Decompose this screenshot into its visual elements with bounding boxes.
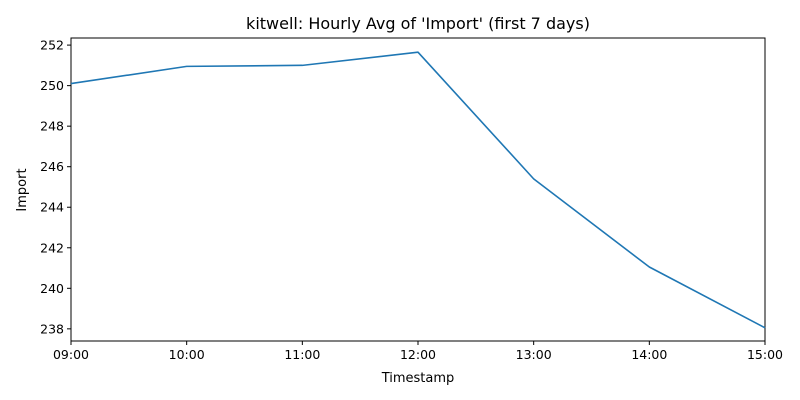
y-tick-label: 248 xyxy=(40,119,64,134)
chart-title: kitwell: Hourly Avg of 'Import' (first 7… xyxy=(246,14,590,33)
x-tick-label: 13:00 xyxy=(516,347,552,362)
x-tick-label: 10:00 xyxy=(169,347,205,362)
y-tick-label: 246 xyxy=(40,159,64,174)
plot-frame xyxy=(70,37,766,342)
y-tick-label: 242 xyxy=(40,240,64,255)
x-axis-title: Timestamp xyxy=(381,371,455,386)
x-tick-label: 12:00 xyxy=(400,347,436,362)
y-tick-label: 240 xyxy=(40,281,64,296)
y-tick-label: 250 xyxy=(40,78,64,93)
y-tick-label: 238 xyxy=(40,321,64,336)
x-tick-label: 09:00 xyxy=(53,347,89,362)
x-tick-label: 14:00 xyxy=(631,347,667,362)
series-line xyxy=(70,51,766,329)
y-axis-title: Import xyxy=(15,168,30,211)
plot-area: 238 240 242 244 246 248 250 252 09:00 10:00 11:00 1… xyxy=(40,37,783,362)
y-tick-label: 252 xyxy=(40,38,64,53)
y-tick-label: 244 xyxy=(40,200,64,215)
x-tick-label: 15:00 xyxy=(747,347,783,362)
x-tick-label: 11:00 xyxy=(284,347,320,362)
